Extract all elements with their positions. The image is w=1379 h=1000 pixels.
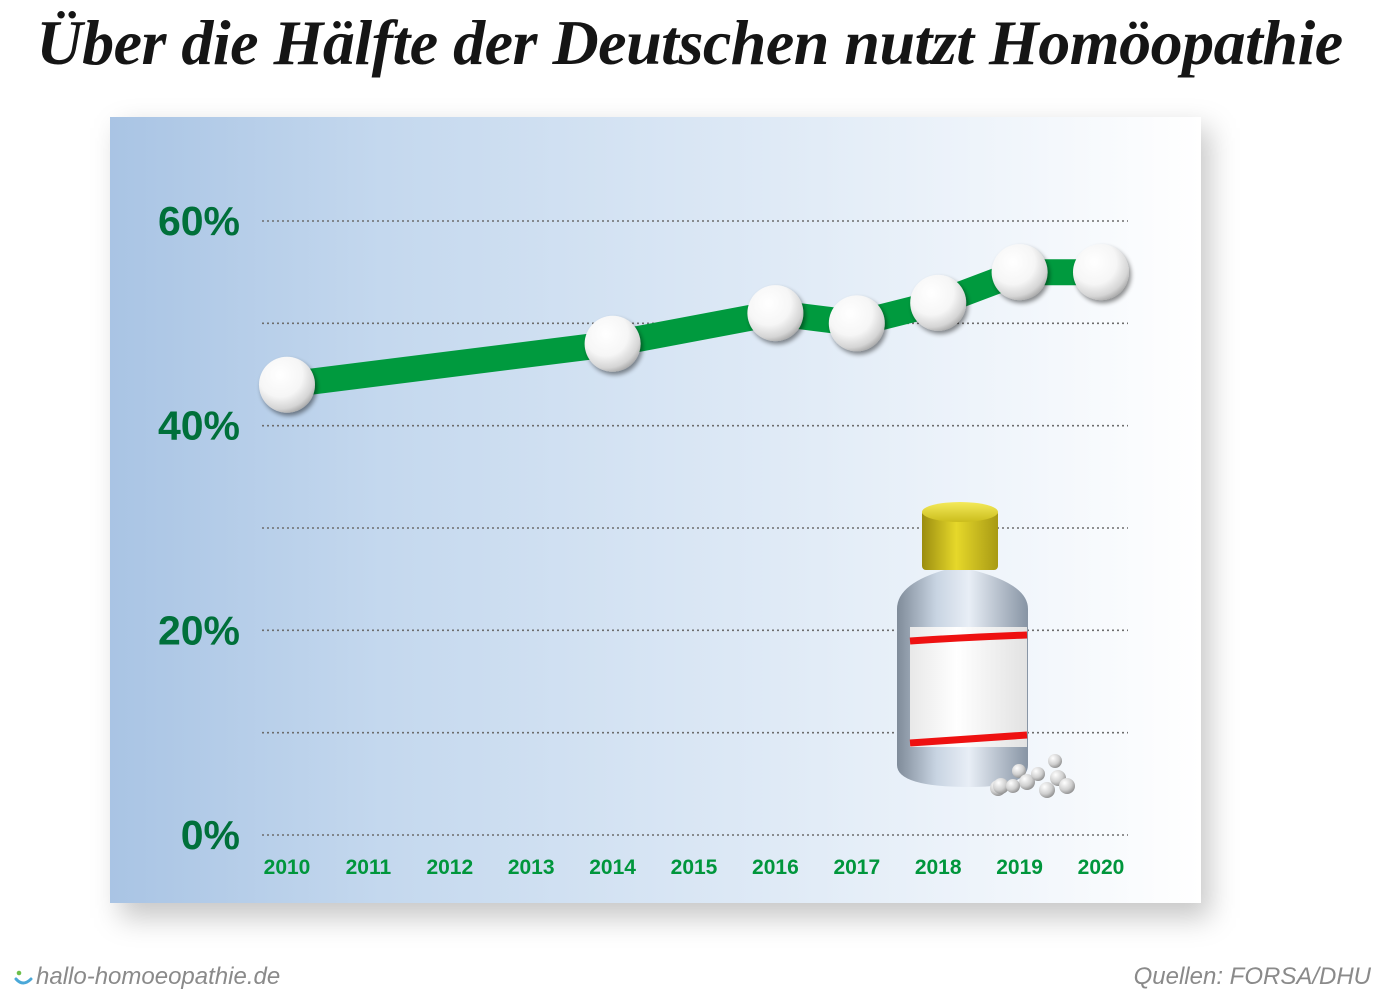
x-tick-label: 2017	[833, 856, 880, 879]
globule-marker-icon	[259, 356, 315, 413]
x-tick-label: 2019	[996, 856, 1043, 879]
page-title: Über die Hälfte der Deutschen nutzt Homö…	[36, 7, 1343, 78]
line-chart: 0% 20% 40% 60% 2010 2011 2012 2013 2014 2015 2016…	[158, 198, 1129, 879]
medicine-bottle-icon	[897, 502, 1028, 787]
x-tick-label: 2011	[346, 856, 392, 879]
x-tick-label: 2010	[264, 856, 311, 879]
globule-marker-icon	[828, 295, 885, 352]
x-tick-label: 2012	[426, 856, 473, 879]
x-tick-label: 2018	[915, 856, 962, 879]
x-tick-label: 2020	[1078, 856, 1125, 879]
website-text: hallo-homoeopathie.de	[36, 963, 281, 990]
y-tick-label: 60%	[158, 198, 240, 244]
y-tick-label: 40%	[158, 403, 240, 449]
x-tick-label: 2015	[671, 856, 718, 879]
smile-icon	[14, 970, 33, 985]
globule-marker-icon	[747, 285, 804, 342]
chart-panel: 0% 20% 40% 60% 2010 2011 2012 2013 2014 2015 2016…	[110, 117, 1201, 903]
globules-icon	[990, 754, 1075, 798]
y-tick-label: 20%	[158, 607, 240, 653]
globule-marker-icon	[991, 244, 1048, 301]
globule-marker-icon	[1073, 244, 1129, 301]
x-tick-label: 2016	[752, 856, 799, 879]
source-note: Quellen: FORSA/DHU	[1133, 963, 1371, 990]
globule-marker-icon	[910, 274, 967, 331]
x-tick-label: 2014	[589, 856, 636, 879]
website-link[interactable]: hallo-homoeopathie.de	[14, 962, 280, 992]
x-tick-label: 2013	[508, 856, 555, 879]
y-tick-label: 0%	[181, 812, 240, 858]
series-line	[274, 259, 1114, 398]
globule-marker-icon	[584, 315, 641, 372]
